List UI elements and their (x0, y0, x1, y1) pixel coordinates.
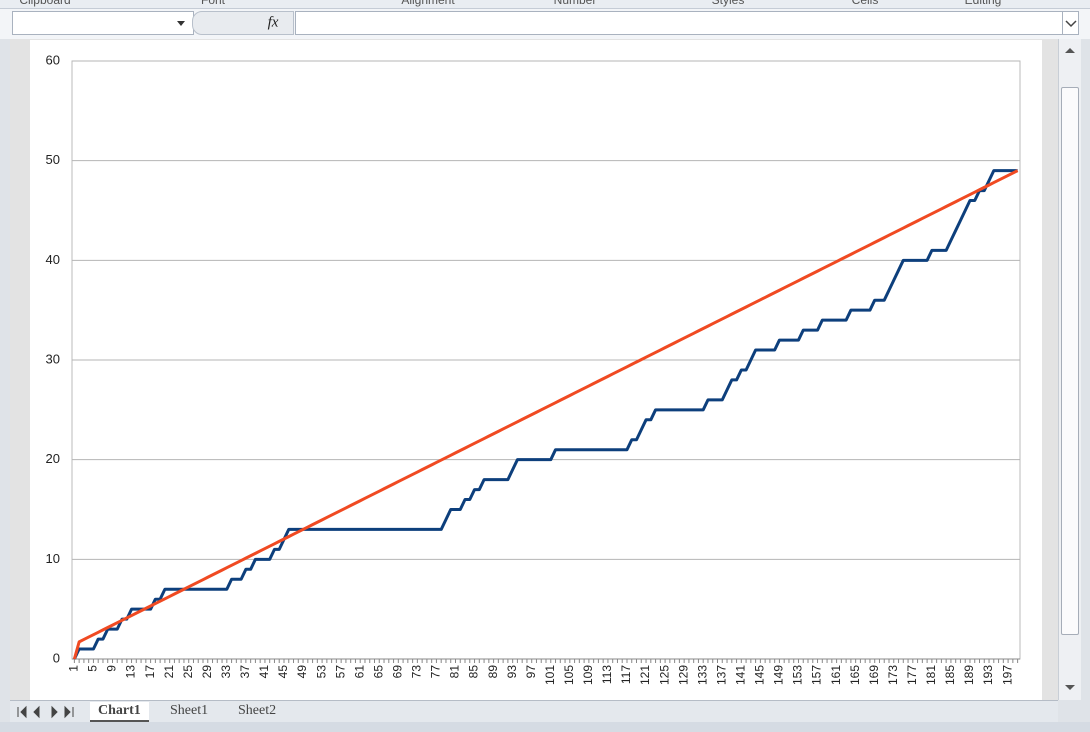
x-tick-label: 1 (67, 665, 81, 672)
x-tick-label: 125 (657, 665, 671, 685)
x-tick-label: 69 (390, 665, 404, 679)
fx-button[interactable]: fx (192, 11, 294, 35)
tab-nav[interactable] (10, 701, 90, 723)
x-tick-label: 165 (848, 665, 862, 685)
series-line (73, 169, 1018, 660)
x-tick-label: 53 (314, 665, 328, 679)
x-tick-label: 89 (486, 665, 500, 679)
ribbon-groups: Clipboard Font Alignment Number Styles Cells E… (0, 0, 1090, 9)
x-tick-label: 33 (219, 665, 233, 679)
x-tick-label: 37 (238, 665, 252, 679)
y-tick-label: 30 (46, 351, 60, 366)
x-tick-label: 49 (295, 665, 309, 679)
ribbon-group-label: Styles (711, 0, 745, 7)
x-tick-label: 61 (352, 665, 366, 679)
x-tick-label: 133 (695, 665, 709, 685)
x-tick-label: 93 (505, 665, 519, 679)
x-tick-label: 121 (638, 665, 652, 685)
sheet-tab[interactable]: Sheet2 (238, 703, 277, 718)
x-tick-label: 13 (124, 665, 138, 679)
x-tick-label: 185 (943, 665, 957, 685)
x-tick-label: 85 (467, 665, 481, 679)
x-tick-label: 57 (333, 665, 347, 679)
name-box-arrow (177, 21, 185, 26)
x-tick-label: 141 (733, 665, 747, 685)
x-tick-label: 137 (714, 665, 728, 685)
x-tick-label: 157 (810, 665, 824, 685)
y-tick-label: 60 (46, 52, 60, 67)
scroll-arrows (1065, 48, 1075, 690)
x-tick-label: 97 (524, 665, 538, 679)
x-tick-label: 101 (543, 665, 557, 685)
y-tick-label: 20 (46, 451, 60, 466)
x-tick-label: 65 (371, 665, 385, 679)
x-tick-label: 105 (562, 665, 576, 685)
expand-arrow (1065, 20, 1077, 28)
ribbon-group-label: Clipboard (19, 0, 71, 7)
x-tick-label: 129 (676, 665, 690, 685)
sheet-tab[interactable]: Chart1 (90, 702, 149, 722)
x-tick-label: 173 (886, 665, 900, 685)
x-tick-label: 81 (448, 665, 462, 679)
vertical-scrollbar[interactable] (1058, 39, 1081, 700)
ribbon-group-label: Cells (851, 0, 879, 7)
ribbon-group-label: Alignment (401, 0, 455, 7)
formula-input[interactable] (295, 11, 1063, 35)
y-tick-label: 0 (53, 650, 60, 665)
ribbon-group-label: Font (200, 0, 226, 7)
x-tick-label: 25 (181, 665, 195, 679)
formula-expand[interactable] (1062, 11, 1079, 35)
fx-icon: fx (268, 14, 279, 30)
y-tick-label: 50 (46, 152, 60, 167)
x-tick-label: 161 (829, 665, 843, 685)
x-tick-label: 145 (753, 665, 767, 685)
name-box[interactable] (12, 11, 194, 35)
x-tick-label: 113 (600, 665, 614, 684)
x-tick-label: 29 (200, 665, 214, 679)
x-tick-label: 149 (772, 665, 786, 685)
series-line (72, 169, 1019, 660)
x-tick-label: 197 (1000, 665, 1014, 685)
y-tick-label: 10 (46, 551, 60, 566)
x-tick-label: 45 (276, 665, 290, 679)
formula-bar: fx (0, 9, 1090, 39)
x-tick-label: 181 (924, 665, 938, 685)
x-tick-label: 193 (981, 665, 995, 685)
x-tick-label: 41 (257, 665, 271, 679)
ribbon-group-label: Number (553, 0, 597, 7)
scroll-thumb[interactable] (1061, 87, 1079, 635)
x-tick-label: 117 (619, 665, 633, 684)
y-tick-label: 40 (46, 252, 60, 267)
x-tick-label: 77 (429, 665, 443, 679)
x-tick-label: 109 (581, 665, 595, 685)
x-tick-label: 177 (905, 665, 919, 685)
sheet-tab[interactable]: Sheet1 (170, 703, 209, 718)
sheet-tabs: Chart1 Sheet1 Sheet2 (10, 700, 1058, 723)
status-bar (0, 722, 1090, 732)
x-tick-label: 5 (86, 665, 100, 672)
x-tick-label: 21 (162, 665, 176, 679)
x-tick-label: 17 (143, 665, 157, 679)
x-tick-label: 189 (962, 665, 976, 685)
ribbon-group-label: Editing (964, 0, 1002, 7)
x-tick-label: 73 (410, 665, 424, 679)
svg-text:fx: fx (268, 14, 279, 30)
x-tick-label: 153 (791, 665, 805, 685)
x-tick-label: 169 (867, 665, 881, 685)
x-tick-label: 9 (105, 665, 119, 672)
